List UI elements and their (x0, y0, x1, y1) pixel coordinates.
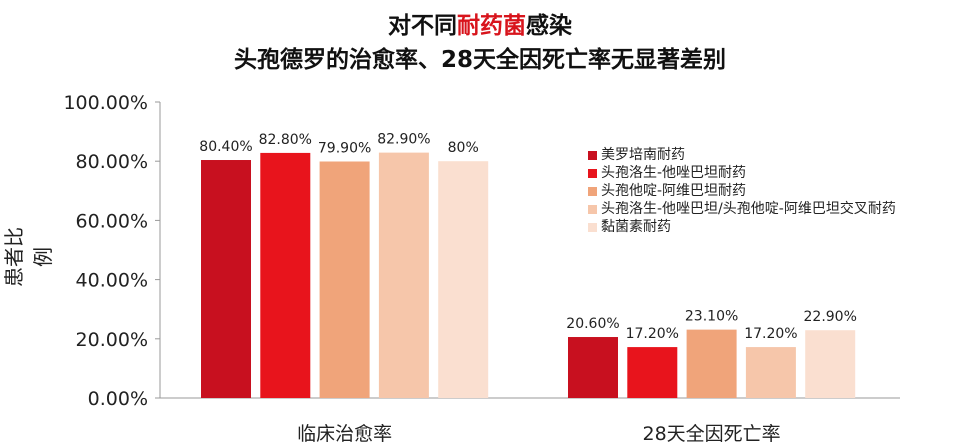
bar (686, 329, 737, 398)
legend-swatch (588, 186, 597, 196)
data-label: 23.10% (685, 309, 738, 325)
y-tick-label: 60.00% (76, 210, 148, 232)
bar (568, 337, 618, 398)
data-label: 79.90% (318, 140, 371, 156)
data-label: 17.20% (626, 326, 679, 342)
y-tick-label: 100.00% (63, 92, 148, 114)
title-text: 感染 (526, 13, 572, 39)
data-label: 80% (448, 140, 479, 156)
legend-label: 黏菌素耐药 (601, 219, 671, 235)
legend: 美罗培南耐药头孢洛生-他唑巴坦耐药 头孢他啶-阿维巴坦耐药头孢洛生-他唑巴坦/头孢… (588, 146, 896, 236)
bar (438, 161, 489, 398)
y-tick-label: 20.00% (76, 329, 148, 351)
legend-label: 美罗培南耐药 (601, 147, 685, 163)
data-label: 82.80% (259, 132, 312, 148)
bar (378, 152, 429, 398)
x-category-label: 28天全因死亡率 (643, 423, 781, 445)
bar (201, 160, 251, 398)
data-label: 17.20% (744, 326, 797, 342)
legend-label: 头孢洛生-他唑巴坦/头孢他啶-阿维巴坦交叉耐药 (601, 201, 896, 217)
y-tick-label: 80.00% (76, 151, 148, 173)
legend-swatch (588, 222, 597, 232)
legend-label: 头孢洛生-他唑巴坦耐药 (601, 165, 747, 181)
legend-item: 头孢洛生-他唑巴坦/头孢他啶-阿维巴坦交叉耐药 (588, 200, 896, 218)
legend-item: 黏菌素耐药 (588, 218, 896, 236)
title-text: 对不同 (388, 13, 457, 39)
chart-title-line1: 对不同耐药菌感染 (0, 6, 960, 40)
bar (260, 152, 311, 398)
x-category-label: 临床治愈率 (297, 423, 392, 445)
bar (627, 347, 678, 398)
y-axis-label: 患者比例 (2, 227, 55, 287)
y-tick-label: 40.00% (76, 270, 148, 292)
legend-swatch (588, 150, 597, 160)
y-tick-label: 0.00% (88, 388, 148, 410)
bar (805, 330, 856, 398)
bar (319, 161, 370, 398)
chart-title-line2: 头孢德罗的治愈率、28天全因死亡率无显著差别 (233, 47, 726, 73)
data-label: 80.40% (199, 139, 252, 155)
legend-swatch (588, 204, 597, 214)
legend-item: 头孢洛生-他唑巴坦耐药 (588, 164, 896, 182)
legend-label: 头孢他啶-阿维巴坦耐药 (601, 183, 747, 199)
data-label: 20.60% (566, 316, 619, 332)
legend-item: 头孢他啶-阿维巴坦耐药 (588, 182, 896, 200)
bar (745, 347, 796, 398)
title-highlight: 耐药菌 (457, 13, 526, 39)
legend-item: 美罗培南耐药 (588, 146, 896, 164)
legend-swatch (588, 168, 597, 178)
data-label: 22.90% (804, 309, 857, 325)
data-label: 82.90% (377, 132, 430, 148)
